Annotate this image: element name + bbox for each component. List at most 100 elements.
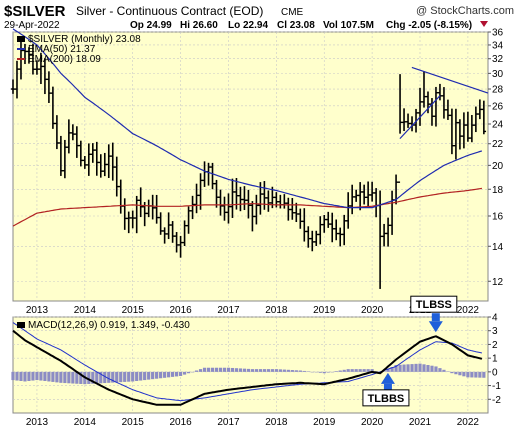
legend-swatch-macd [17, 322, 25, 328]
annotation-label: TLBSS [416, 299, 452, 311]
macd-histogram-bar [246, 368, 251, 372]
macd-histogram-bar [462, 371, 466, 377]
macd-histogram-bar [47, 371, 51, 382]
macd-histogram-bar [51, 371, 55, 382]
macd-histogram-bar [123, 371, 127, 382]
macd-xtick-label: 2019 [313, 417, 336, 428]
price-ytick-label: 18 [492, 185, 504, 196]
price-xtick-label: 2019 [313, 305, 336, 316]
price-ytick-label: 36 [492, 28, 504, 39]
macd-histogram-bar [426, 365, 430, 372]
macd-histogram-bar [322, 371, 326, 374]
macd-histogram-bar [254, 369, 259, 372]
macd-histogram-bar [214, 367, 219, 372]
macd-xtick-label: 2021 [409, 417, 432, 428]
macd-histogram-bar [155, 371, 159, 379]
macd-histogram-bar [390, 367, 394, 372]
macd-histogram-bar [270, 369, 274, 372]
price-legend: $SILVER (Monthly) 23.08 EMA(50) 21.37 EM… [17, 34, 141, 65]
chart-name: Silver - Continuous Contract (EOD) [76, 4, 263, 18]
macd-histogram-bar [286, 369, 290, 372]
macd-histogram-bar [139, 371, 143, 381]
macd-histogram-bar [450, 371, 454, 374]
macd-histogram-bar [71, 371, 75, 384]
macd-histogram-bar [39, 371, 43, 381]
chart-exchange: CME [281, 7, 304, 18]
watermark: @ StockCharts.com [416, 5, 514, 17]
price-xtick-label: 2020 [361, 305, 384, 316]
macd-histogram-bar [382, 371, 386, 372]
macd-histogram-bar [350, 369, 354, 372]
macd-histogram-bar [446, 371, 450, 372]
macd-histogram-bar [198, 369, 203, 372]
macd-histogram-bar [306, 371, 310, 372]
macd-ytick-label: 4 [492, 313, 498, 324]
macd-histogram-bar [342, 369, 346, 372]
quote-close: Cl 23.08 [277, 20, 315, 31]
annotation-tlbss: TLBSS [410, 295, 458, 333]
macd-histogram-bar [202, 367, 207, 372]
quote-date: 29-Apr-2022 [4, 20, 60, 31]
macd-ytick-label: 1 [492, 354, 498, 365]
macd-histogram-bar [107, 371, 111, 383]
macd-line [12, 329, 483, 406]
price-panel-bg [12, 31, 489, 302]
macd-histogram-bar [370, 369, 374, 372]
macd-histogram-bar [131, 371, 135, 382]
annotation-arrow-icon [428, 321, 443, 333]
macd-histogram-bar [230, 367, 235, 372]
macd-xtick-label: 2022 [457, 417, 480, 428]
macd-xtick-label: 2020 [361, 417, 384, 428]
macd-histogram-bar [434, 366, 438, 372]
macd-histogram-bar [346, 369, 350, 372]
macd-histogram-bar [394, 365, 398, 372]
price-ytick-label: 24 [492, 119, 504, 130]
price-xtick-label: 2014 [74, 305, 97, 316]
macd-histogram-bar [87, 371, 91, 384]
annotation-box [410, 295, 458, 313]
macd-histogram-bar [290, 370, 294, 372]
annotation-arrow-icon [380, 372, 395, 384]
change-down-icon [480, 21, 488, 27]
macd-histogram-bar [438, 368, 442, 372]
macd-histogram-bar [59, 371, 63, 383]
macd-xtick-label: 2013 [26, 417, 49, 428]
macd-ytick-label: 3 [492, 326, 498, 337]
macd-histogram-bar [27, 371, 31, 381]
macd-histogram-bar [410, 364, 414, 372]
legend-swatch-symbol [17, 36, 25, 42]
price-xtick-label: 2017 [217, 305, 240, 316]
macd-histogram-bar [458, 371, 462, 376]
macd-histogram-bar [55, 371, 59, 383]
price-xtick-label: 2018 [265, 305, 288, 316]
macd-histogram-bar [95, 371, 99, 384]
price-ytick-label: 28 [492, 85, 504, 96]
macd-histogram-bar [422, 364, 426, 372]
macd-histogram-bar [314, 371, 318, 373]
annotation-box [362, 389, 410, 407]
macd-histogram-bar [206, 367, 211, 372]
ema200-line [12, 187, 482, 227]
macd-histogram-bar [262, 369, 266, 372]
legend-ema50: EMA(50) 21.37 [28, 44, 96, 55]
macd-histogram-bar [278, 369, 282, 372]
macd-histogram-bar [167, 371, 171, 378]
macd-histogram-bar [274, 369, 278, 372]
macd-histogram-bar [218, 367, 223, 372]
macd-histogram-bar [418, 363, 422, 372]
macd-ytick-label: -2 [492, 395, 501, 406]
macd-histogram-bar [19, 371, 23, 381]
trendline [399, 95, 441, 140]
macd-histogram-bar [466, 371, 470, 378]
macd-histogram-bar [302, 370, 306, 372]
macd-histogram-bar [474, 371, 478, 378]
macd-ytick-label: 2 [492, 340, 498, 351]
macd-histogram-bar [151, 371, 155, 380]
price-ytick-label: 26 [492, 101, 504, 112]
macd-histogram-bar [63, 371, 67, 384]
quote-volume: Vol 107.5M [323, 20, 374, 31]
price-ytick-label: 12 [492, 277, 504, 288]
macd-histogram-bar [454, 371, 458, 375]
